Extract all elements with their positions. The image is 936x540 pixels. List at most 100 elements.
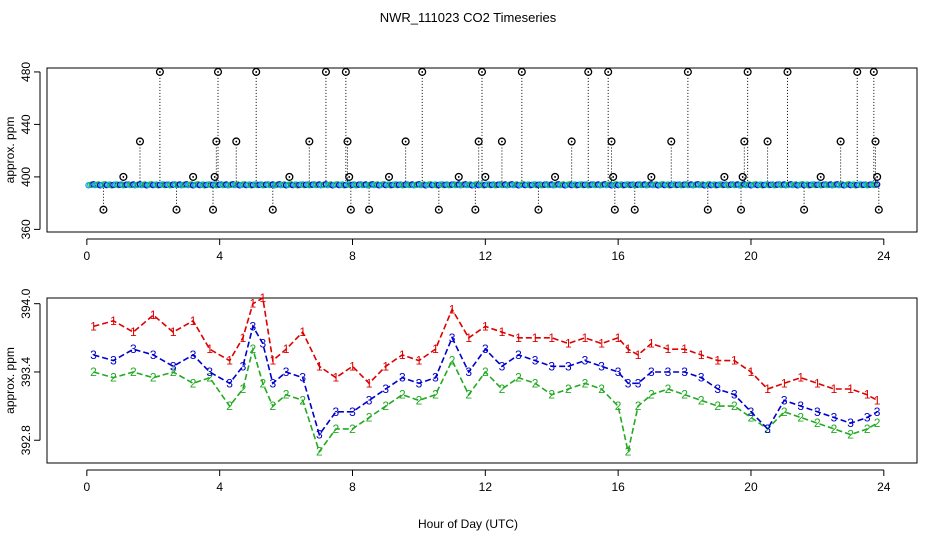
series-marker-1: 1 bbox=[366, 376, 373, 390]
series-marker-1: 1 bbox=[90, 319, 97, 333]
series-marker-1: 1 bbox=[399, 348, 406, 362]
series-marker-3: 3 bbox=[269, 376, 276, 390]
flagged-point bbox=[346, 205, 355, 214]
series-marker-3: 3 bbox=[515, 348, 522, 362]
series-marker-2: 2 bbox=[615, 399, 622, 413]
series-marker-2: 2 bbox=[333, 422, 340, 436]
series-marker-2: 2 bbox=[482, 365, 489, 379]
flagged-point-center bbox=[213, 175, 216, 178]
flagged-point bbox=[874, 205, 883, 214]
flagged-point-center bbox=[215, 140, 218, 143]
series-marker-3: 3 bbox=[259, 337, 266, 351]
flagged-point-center bbox=[404, 140, 407, 143]
series-marker-3: 3 bbox=[831, 410, 838, 424]
flagged-point bbox=[869, 67, 878, 76]
flagged-point-center bbox=[554, 175, 556, 178]
flagged-point-center bbox=[613, 208, 616, 211]
flagged-point-center bbox=[484, 175, 487, 178]
series-marker-3: 3 bbox=[150, 348, 157, 362]
flagged-point bbox=[743, 67, 752, 76]
series-marker-3: 3 bbox=[299, 371, 306, 385]
series-marker-2: 2 bbox=[150, 371, 157, 385]
flagged-point bbox=[800, 205, 809, 214]
flagged-point-center bbox=[650, 175, 653, 178]
flagged-point-center bbox=[388, 175, 390, 178]
series-marker-3: 3 bbox=[110, 354, 117, 368]
y-axis-label: approx. ppm bbox=[3, 347, 17, 414]
flagged-point-center bbox=[874, 140, 877, 143]
series-marker-2: 2 bbox=[499, 382, 506, 396]
series-marker-2: 2 bbox=[416, 393, 423, 407]
flagged-point-center bbox=[856, 71, 859, 73]
flagged-point-center bbox=[537, 208, 540, 211]
y-tick-label: 392.8 bbox=[19, 425, 33, 455]
flagged-point-center bbox=[457, 175, 460, 178]
flagged-point-center bbox=[876, 175, 879, 178]
series-marker-2: 2 bbox=[90, 365, 97, 379]
series-marker-1: 1 bbox=[432, 342, 439, 356]
flagged-point bbox=[647, 172, 656, 181]
series-marker-1: 1 bbox=[548, 331, 555, 345]
series-marker-3: 3 bbox=[333, 405, 340, 419]
series-marker-2: 2 bbox=[698, 393, 705, 407]
series-marker-1: 1 bbox=[797, 371, 804, 385]
series-marker-2: 2 bbox=[748, 410, 755, 424]
flagged-point bbox=[783, 67, 792, 76]
flagged-point-center bbox=[139, 140, 141, 143]
flagged-point-center bbox=[437, 208, 440, 211]
series-marker-3: 3 bbox=[565, 359, 572, 373]
flagged-point-center bbox=[474, 208, 477, 211]
flagged-point-center bbox=[740, 208, 742, 211]
flagged-point bbox=[477, 67, 487, 76]
x-tick-label: 20 bbox=[744, 480, 758, 494]
series-marker-3: 3 bbox=[625, 376, 632, 390]
flagged-point bbox=[285, 172, 294, 181]
series-marker-2: 2 bbox=[548, 388, 555, 402]
series-marker-2: 2 bbox=[465, 388, 472, 402]
flagged-point-center bbox=[122, 175, 125, 178]
flagged-point-center bbox=[288, 175, 291, 178]
flagged-point bbox=[607, 137, 616, 146]
flagged-point bbox=[135, 137, 145, 146]
flagged-point-center bbox=[212, 208, 214, 211]
flagged-point-center bbox=[610, 140, 613, 143]
series-marker-1: 1 bbox=[240, 331, 247, 345]
y-tick-label: 360 bbox=[19, 219, 33, 239]
series-marker-3: 3 bbox=[582, 354, 589, 368]
series-marker-1: 1 bbox=[864, 388, 871, 402]
series-marker-1: 1 bbox=[665, 342, 672, 356]
series-marker-2: 2 bbox=[259, 376, 266, 390]
series-marker-2: 2 bbox=[269, 399, 276, 413]
series-marker-2: 2 bbox=[781, 405, 788, 419]
series-marker-2: 2 bbox=[665, 382, 672, 396]
series-marker-3: 3 bbox=[130, 342, 137, 356]
series-marker-2: 2 bbox=[316, 445, 323, 459]
flagged-point-center bbox=[159, 71, 161, 73]
series-marker-2: 2 bbox=[582, 376, 589, 390]
series-marker-2: 2 bbox=[814, 416, 821, 430]
x-tick-label: 12 bbox=[479, 480, 493, 494]
flagged-point bbox=[471, 205, 480, 214]
series-marker-1: 1 bbox=[283, 342, 290, 356]
flagged-point-center bbox=[803, 208, 805, 211]
series-marker-3: 3 bbox=[399, 371, 406, 385]
flagged-point-center bbox=[743, 140, 746, 143]
flagged-point-center bbox=[349, 208, 352, 211]
x-tick-label: 12 bbox=[479, 249, 493, 263]
x-tick-label: 0 bbox=[84, 249, 91, 263]
series-marker-3: 3 bbox=[449, 331, 456, 345]
series-marker-3: 3 bbox=[781, 393, 788, 407]
flagged-point-center bbox=[686, 71, 689, 73]
series-marker-1: 1 bbox=[764, 382, 771, 396]
flagged-point bbox=[212, 137, 221, 146]
flagged-point bbox=[155, 67, 164, 76]
flagged-point bbox=[517, 67, 526, 76]
series-marker-2: 2 bbox=[190, 376, 197, 390]
series-marker-1: 1 bbox=[349, 359, 356, 373]
flagged-point bbox=[836, 137, 845, 146]
flagged-point bbox=[213, 67, 223, 76]
series-marker-1: 1 bbox=[333, 371, 340, 385]
y-tick-label: 440 bbox=[19, 114, 33, 134]
series-marker-3: 3 bbox=[465, 365, 472, 379]
